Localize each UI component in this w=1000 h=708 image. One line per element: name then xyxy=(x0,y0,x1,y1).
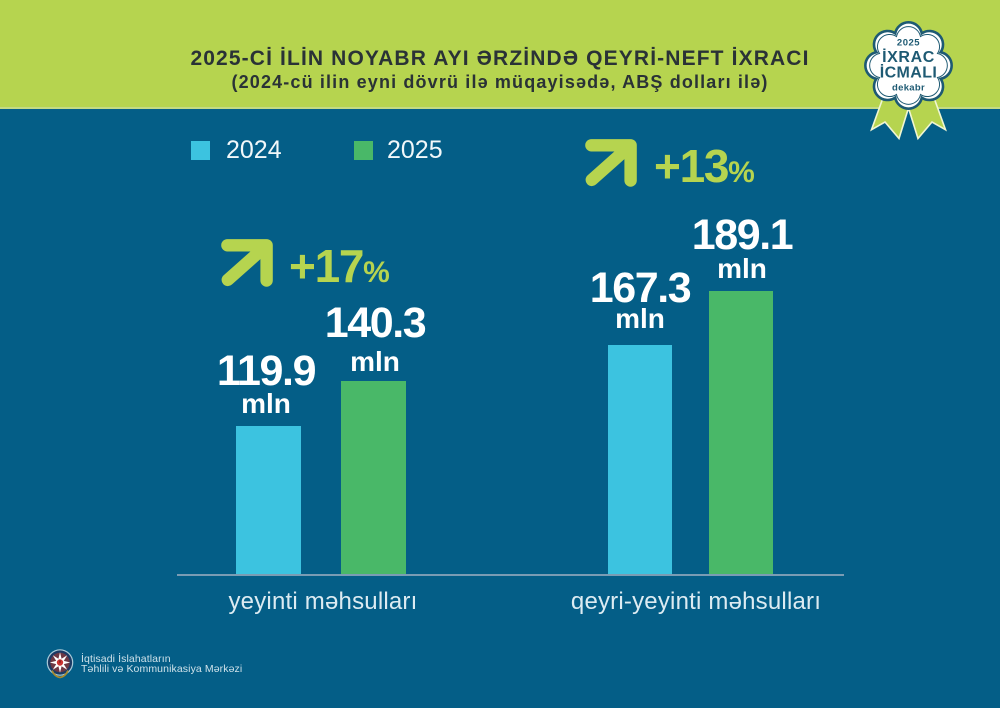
svg-text:2025: 2025 xyxy=(897,38,920,49)
svg-text:İCMALI: İCMALI xyxy=(880,63,938,81)
svg-text:İXRAC: İXRAC xyxy=(882,48,935,66)
svg-text:dekabr: dekabr xyxy=(892,82,925,93)
